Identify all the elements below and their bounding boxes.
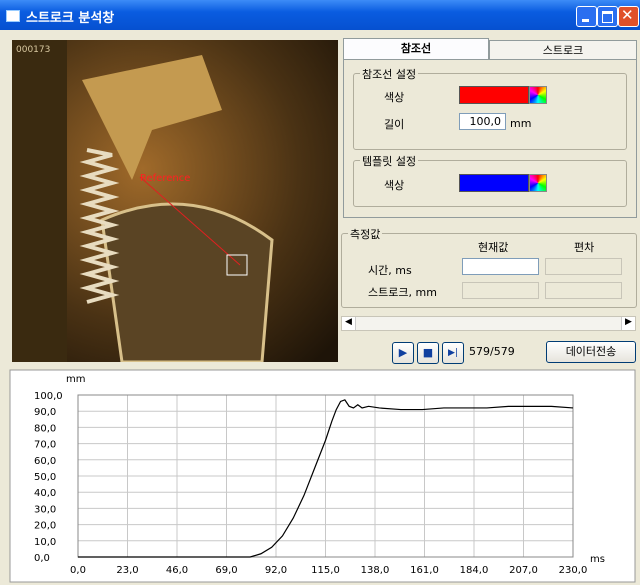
y-tick-label: 40,0 bbox=[34, 488, 56, 499]
y-unit: mm bbox=[66, 374, 85, 385]
machine-part bbox=[82, 55, 222, 180]
group-box: 측정값 bbox=[341, 226, 637, 308]
group-title: 템플릿 설정 bbox=[360, 153, 419, 169]
color-swatch bbox=[459, 174, 529, 192]
app-icon bbox=[6, 10, 20, 22]
y-tick-label: 20,0 bbox=[34, 521, 56, 532]
reference-label: Reference bbox=[140, 173, 190, 184]
row-label: 스트로크, mm bbox=[368, 286, 437, 299]
next-button[interactable]: ▶| bbox=[442, 342, 464, 364]
column-header: 현재값 bbox=[478, 241, 509, 254]
minimize-button[interactable] bbox=[576, 6, 597, 27]
data-line bbox=[78, 399, 574, 558]
length-input[interactable]: 100,0 bbox=[459, 113, 506, 130]
send-button[interactable]: 데이터전송 bbox=[546, 341, 636, 363]
value-field bbox=[462, 282, 539, 299]
video-frame: Reference 000173 bbox=[12, 40, 338, 362]
x-tick-label: 115,0 bbox=[311, 565, 340, 576]
tab[interactable]: 스트로크 bbox=[489, 40, 637, 60]
unit-label: mm bbox=[510, 117, 532, 130]
y-tick-label: 50,0 bbox=[34, 472, 56, 483]
y-tick-label: 30,0 bbox=[34, 504, 56, 515]
y-tick-label: 70,0 bbox=[34, 440, 56, 451]
scroll-right[interactable]: ▶ bbox=[621, 317, 635, 330]
y-tick-label: 10,0 bbox=[34, 537, 56, 548]
label: 길이 bbox=[384, 118, 405, 131]
value-field bbox=[545, 282, 622, 299]
column-header: 편차 bbox=[574, 241, 595, 254]
maximize-button[interactable] bbox=[597, 6, 618, 27]
palette-button[interactable] bbox=[529, 86, 547, 104]
bracket bbox=[100, 202, 274, 362]
palette-button[interactable] bbox=[529, 174, 547, 192]
group-title: 측정값 bbox=[348, 226, 383, 242]
value-field bbox=[545, 258, 622, 275]
x-tick-label: 23,0 bbox=[116, 565, 138, 576]
y-tick-label: 80,0 bbox=[34, 423, 56, 434]
label: 색상 bbox=[384, 91, 405, 104]
y-tick-label: 90,0 bbox=[34, 407, 56, 418]
title-bar: 스트로크 분석창 ✕ bbox=[0, 0, 640, 30]
label: 색상 bbox=[384, 179, 405, 192]
group-box: 참조선 설정 bbox=[353, 66, 627, 150]
tab-panel bbox=[343, 59, 637, 218]
y-tick-label: 0,0 bbox=[34, 553, 50, 564]
window-title: 스트로크 분석창 bbox=[26, 11, 115, 26]
y-tick-label: 60,0 bbox=[34, 456, 56, 467]
x-tick-label: 230,0 bbox=[559, 565, 588, 576]
play-button[interactable]: ▶ bbox=[392, 342, 414, 364]
row-label: 시간, ms bbox=[368, 264, 412, 277]
spring bbox=[79, 148, 120, 304]
frame-label: 000173 bbox=[16, 45, 50, 55]
x-tick-label: 184,0 bbox=[460, 565, 489, 576]
tab-active[interactable]: 참조선 bbox=[343, 38, 489, 60]
x-tick-label: 161,0 bbox=[410, 565, 439, 576]
x-tick-label: 0,0 bbox=[70, 565, 86, 576]
group-title: 참조선 설정 bbox=[360, 66, 419, 82]
video-shade bbox=[12, 40, 67, 362]
scrollbar[interactable]: ◀ ▶ bbox=[341, 316, 636, 331]
value-field[interactable] bbox=[462, 258, 539, 275]
reference-line bbox=[139, 176, 241, 266]
close-button[interactable]: ✕ bbox=[618, 6, 639, 27]
scroll-left[interactable]: ◀ bbox=[342, 317, 356, 330]
y-tick-label: 100,0 bbox=[34, 391, 63, 402]
x-tick-label: 46,0 bbox=[166, 565, 188, 576]
x-tick-label: 92,0 bbox=[265, 565, 287, 576]
color-swatch bbox=[459, 86, 529, 104]
x-tick-label: 69,0 bbox=[215, 565, 237, 576]
x-tick-label: 138,0 bbox=[361, 565, 390, 576]
stop-button[interactable]: ■ bbox=[417, 342, 439, 364]
frame-counter: 579/579 bbox=[469, 345, 515, 358]
tracking-box bbox=[226, 254, 248, 276]
x-tick-label: 207,0 bbox=[509, 565, 538, 576]
group-box: 템플릿 설정 bbox=[353, 153, 627, 207]
x-unit: ms bbox=[590, 554, 605, 565]
plot-frame bbox=[77, 394, 574, 558]
